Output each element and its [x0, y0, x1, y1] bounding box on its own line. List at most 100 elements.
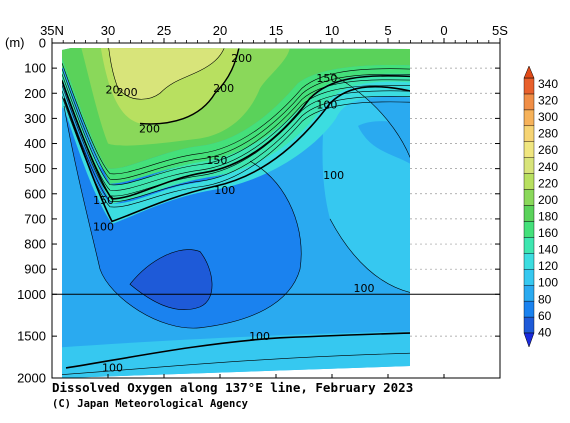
- y-tick-label: 400: [24, 136, 46, 151]
- y-tick-label: 700: [24, 211, 46, 226]
- colorbar-swatch: [523, 125, 535, 142]
- colorbar-label: 340: [538, 77, 558, 91]
- contour-east-110: [329, 72, 410, 207]
- colorbar-swatch: [523, 189, 535, 206]
- contour-deep-thin: [62, 352, 410, 375]
- y-tick-label: 1000: [17, 287, 46, 302]
- y-tick-label: 600: [24, 186, 46, 201]
- field-east-110: [322, 73, 410, 295]
- contour-100-upper: [63, 85, 410, 223]
- field-east-90: [358, 121, 410, 164]
- colorbar-swatch: [523, 93, 535, 111]
- field-thermocline-130: [62, 79, 410, 224]
- contour-label: 100: [323, 169, 344, 182]
- y-tick-label: 2000: [17, 371, 46, 386]
- contour-label: 200: [231, 52, 252, 65]
- chart-title: Dissolved Oxygen along 137°E line, Febru…: [52, 380, 414, 395]
- chart-credit: (C) Japan Meteorological Agency: [52, 398, 248, 410]
- grid-lines: [410, 67, 500, 337]
- colorbar-swatch: [523, 173, 535, 190]
- colorbar-label: 320: [538, 94, 558, 108]
- y-tick-label: 900: [24, 262, 46, 277]
- field-150: [62, 68, 410, 204]
- colorbar-swatch: [523, 77, 535, 95]
- y-tick-label: 800: [24, 237, 46, 252]
- colorbar-swatch: [523, 221, 535, 238]
- colorbar-label: 140: [538, 243, 558, 257]
- colorbar-label: 100: [538, 276, 558, 290]
- contour-label: 100: [316, 99, 337, 112]
- field-170: [62, 58, 410, 184]
- x-tick-label: 25: [157, 23, 171, 38]
- colorbar-label: 40: [538, 325, 552, 339]
- contour-label: 100: [353, 282, 374, 295]
- x-tick-label: 10: [325, 23, 339, 38]
- contour-200: [139, 48, 241, 125]
- x-tick-label: 20: [213, 23, 227, 38]
- contour-thermo: [62, 85, 410, 197]
- colorbar: 340 320 300 280 260 240 220 200 180 160 140 120 100 8…: [523, 65, 558, 348]
- colorbar-label: 80: [538, 292, 552, 306]
- colorbar-swatch: [523, 237, 535, 254]
- contour-240: [107, 48, 227, 100]
- colorbar-label: 240: [538, 160, 558, 174]
- field-240: [108, 48, 226, 100]
- contour-label: 200: [117, 86, 138, 99]
- colorbar-label: 220: [538, 176, 558, 190]
- colorbar-swatch: [523, 205, 535, 222]
- axes: 35N 30 25 20 15 10 5 0 5S (m) 0 100 200 300 400 500 600 7…: [5, 23, 508, 386]
- contour-label: 150: [316, 72, 337, 85]
- colorbar-label: 60: [538, 309, 552, 323]
- y-tick-label: 300: [24, 111, 46, 126]
- colorbar-swatch: [523, 157, 535, 174]
- colorbar-swatch: [523, 284, 535, 302]
- colorbar-label: 120: [538, 259, 558, 273]
- x-tick-label: 5S: [492, 23, 508, 38]
- colorbar-label: 280: [538, 127, 558, 141]
- contour-label: 20: [106, 83, 120, 96]
- contour-label: 150: [93, 194, 114, 207]
- contour-label: 100: [93, 220, 114, 233]
- contour-label: 100: [214, 184, 235, 197]
- contour-80: [63, 105, 302, 329]
- colorbar-swatch: [523, 300, 535, 318]
- colorbar-swatch: [523, 269, 535, 286]
- colorbar-label: 260: [538, 143, 558, 157]
- x-tick-label: 30: [101, 23, 115, 38]
- contour-lines: [62, 48, 410, 375]
- contour-thermo: [62, 68, 410, 180]
- y-tick-label: 200: [24, 86, 46, 101]
- contour-label: 100: [102, 362, 123, 375]
- contour-thermo: [62, 90, 410, 202]
- contour-label: 150: [206, 154, 227, 167]
- x-tick-label: 5: [384, 23, 391, 38]
- colorbar-swatch: [523, 109, 535, 127]
- colorbar-swatch: [523, 316, 535, 334]
- y-axis-label: (m): [5, 35, 25, 50]
- colorbar-label: 200: [538, 193, 558, 207]
- field-deep-110: [62, 331, 410, 378]
- y-tick-label: 0: [39, 36, 46, 51]
- contour-150: [62, 74, 410, 200]
- y-tick-label: 500: [24, 161, 46, 176]
- colorbar-min-arrow: [523, 332, 535, 348]
- colorbar-label: 300: [538, 110, 558, 124]
- contour-label: 200: [139, 122, 160, 135]
- y-tick-label: 1500: [17, 329, 46, 344]
- contour-100-deep: [65, 332, 410, 369]
- contour-label: 200: [213, 82, 234, 95]
- colorbar-swatch: [523, 141, 535, 158]
- contour-label: 100: [249, 330, 270, 343]
- y-tick-label: 100: [24, 61, 46, 76]
- x-tick-label: 15: [269, 23, 283, 38]
- contour-60: [129, 249, 213, 310]
- colorbar-label: 160: [538, 226, 558, 240]
- colorbar-swatch: [523, 253, 535, 270]
- contour-east-deep: [329, 218, 410, 295]
- x-tick-label: 0: [440, 23, 447, 38]
- contour-thermo: [62, 63, 410, 175]
- x-tick-label: 35N: [40, 23, 64, 38]
- colorbar-label: 180: [538, 209, 558, 223]
